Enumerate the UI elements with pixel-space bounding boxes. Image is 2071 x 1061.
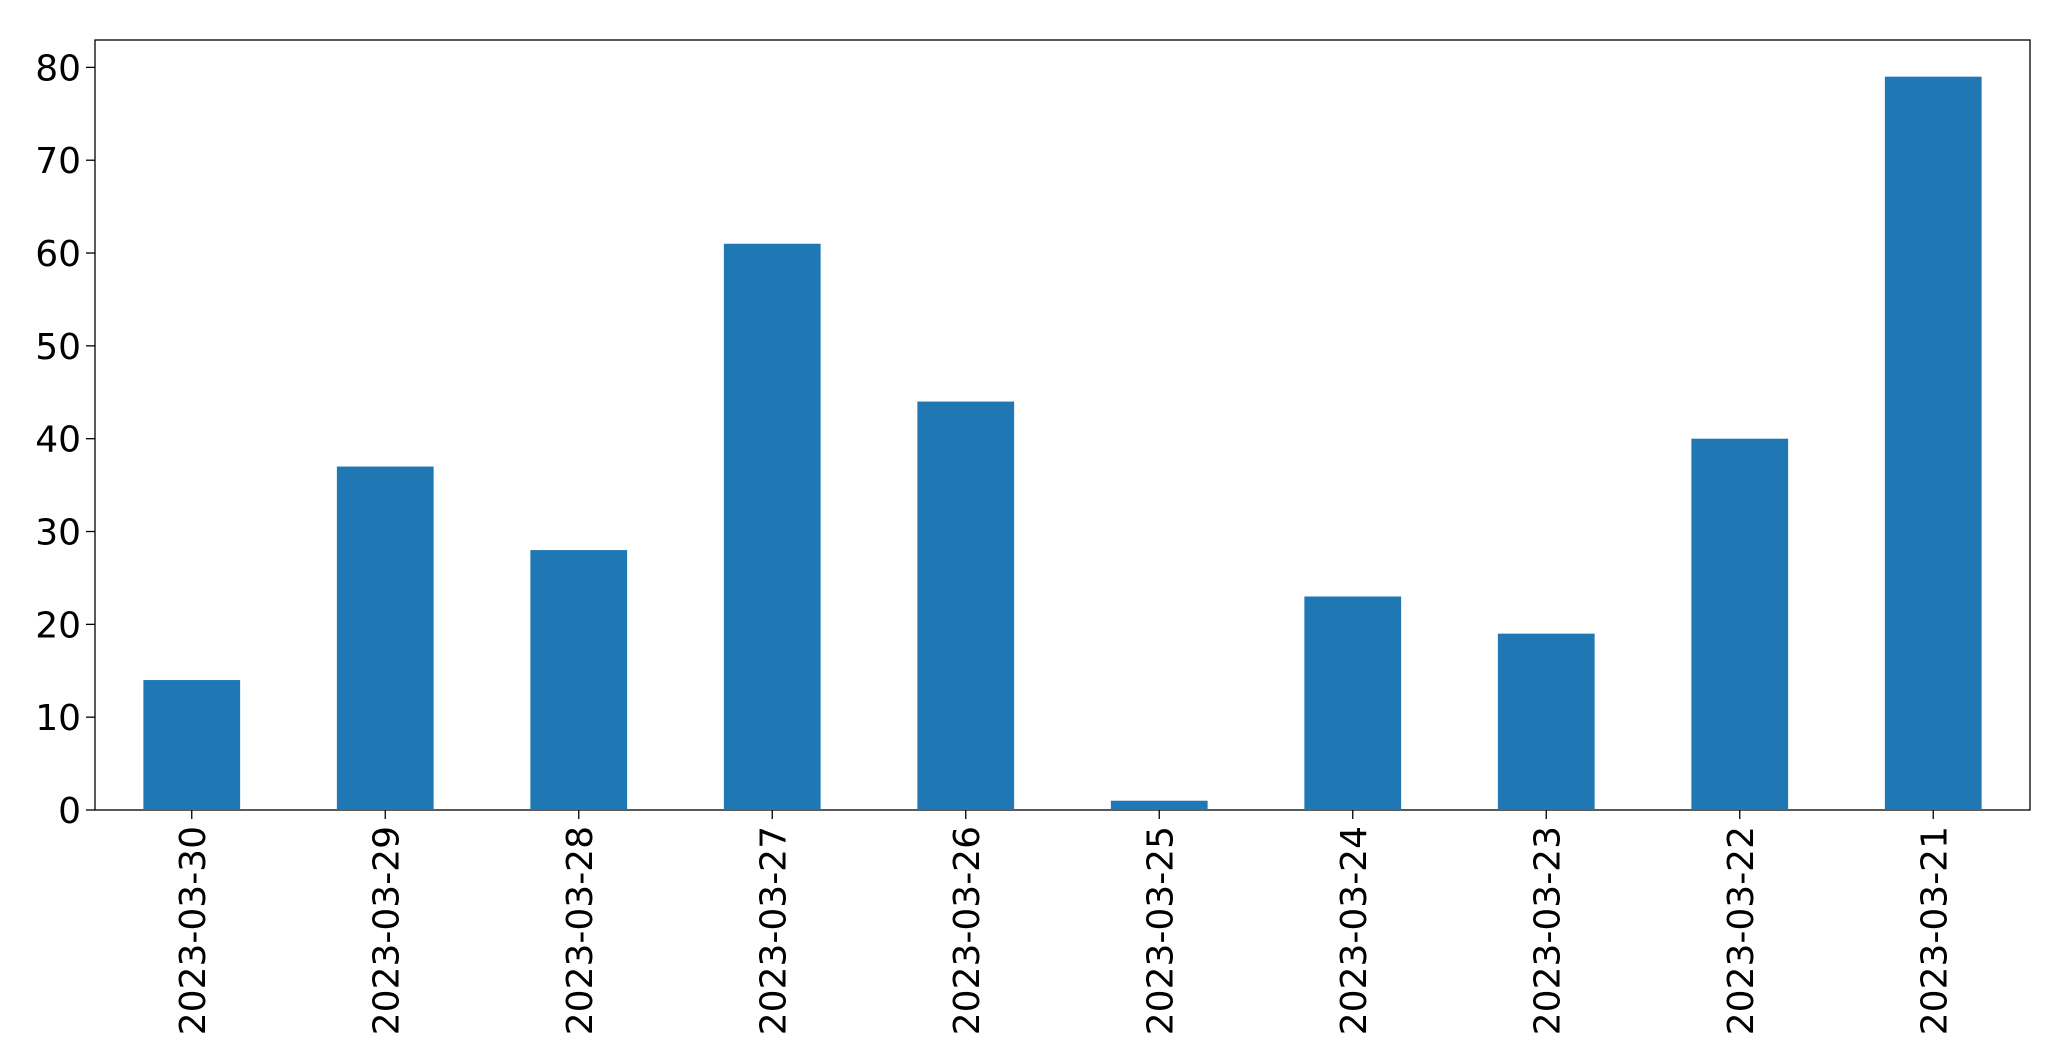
x-tick-label: 2023-03-24 <box>1334 826 1375 1035</box>
x-tick-label: 2023-03-29 <box>366 826 407 1035</box>
x-tick-label: 2023-03-27 <box>753 826 794 1035</box>
bar <box>143 680 241 810</box>
bar <box>530 550 628 810</box>
y-tick-label: 20 <box>35 605 81 646</box>
x-tick-label: 2023-03-26 <box>947 826 988 1035</box>
y-tick-label: 40 <box>35 420 81 461</box>
plot-frame <box>94 39 2031 811</box>
y-tick-label: 0 <box>58 791 81 832</box>
x-tick-label: 2023-03-25 <box>1140 826 1181 1035</box>
y-tick-label: 10 <box>35 698 81 739</box>
y-tick-label: 50 <box>35 327 81 368</box>
bar <box>723 243 821 811</box>
x-tick-label: 2023-03-23 <box>1527 826 1568 1035</box>
x-tick-label: 2023-03-22 <box>1721 826 1762 1035</box>
bar <box>917 401 1015 810</box>
bar <box>336 466 434 810</box>
bar <box>1497 633 1595 810</box>
bar <box>1691 438 1789 810</box>
x-tick-label: 2023-03-30 <box>173 826 214 1035</box>
x-tick-label: 2023-03-21 <box>1914 826 1955 1035</box>
bar <box>1110 800 1208 810</box>
y-tick-label: 80 <box>35 48 81 89</box>
y-tick-label: 70 <box>35 141 81 182</box>
x-tick-label: 2023-03-28 <box>560 826 601 1035</box>
y-tick-label: 60 <box>35 234 81 275</box>
bar <box>1304 596 1402 810</box>
bar <box>1884 76 1982 810</box>
y-tick-label: 30 <box>35 513 81 554</box>
